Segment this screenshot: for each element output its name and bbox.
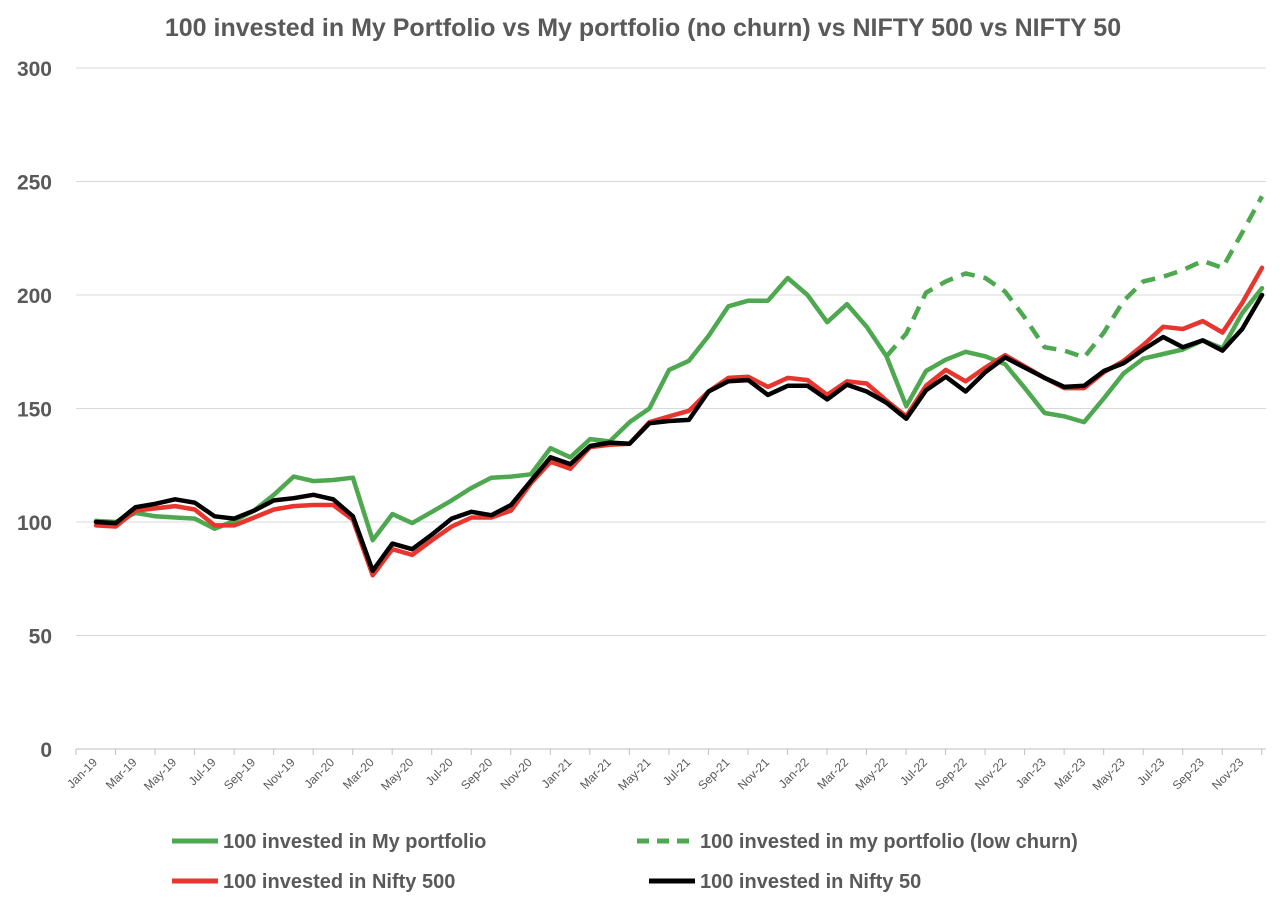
x-tick-label: Sep-20 [458, 755, 495, 792]
x-tick-label: May-21 [615, 755, 653, 793]
x-tick-label: Nov-21 [735, 755, 772, 792]
x-tick-label: Mar-21 [577, 755, 614, 792]
legend-label-low-churn: 100 invested in my portfolio (low churn) [700, 831, 1078, 853]
y-tick-label: 300 [17, 58, 52, 81]
x-tick-label: Jul-22 [897, 755, 930, 788]
x-tick-label: Jan-22 [776, 755, 812, 791]
grid-lines [76, 67, 1266, 750]
x-tick-label: Jan-20 [301, 755, 337, 791]
x-tick-label: Sep-23 [1170, 755, 1207, 792]
legend-item-nifty-500: 100 invested in Nifty 500 [172, 871, 455, 893]
y-tick-label: 50 [29, 626, 52, 649]
x-tick-label: May-19 [141, 755, 179, 793]
legend-label-nifty-50: 100 invested in Nifty 50 [700, 871, 921, 893]
x-tick-label: Mar-20 [340, 755, 377, 792]
x-tick-label: Nov-19 [260, 755, 297, 792]
legend-item-nifty-50: 100 invested in Nifty 50 [649, 871, 921, 893]
x-tick-label: Jan-19 [64, 755, 100, 791]
x-tick-label: Jan-23 [1013, 755, 1049, 791]
series-line-3 [93, 292, 1265, 574]
legend-item-my-portfolio: 100 invested in My portfolio [172, 831, 486, 853]
x-tick-label: Jul-20 [423, 755, 456, 788]
legend-label-nifty-500: 100 invested in Nifty 500 [223, 871, 455, 893]
x-tick-label: May-22 [852, 755, 890, 793]
y-tick-label: 0 [40, 739, 52, 762]
x-tick-label: Mar-23 [1051, 755, 1088, 792]
y-tick-label: 250 [17, 172, 52, 195]
chart-title: 100 invested in My Portfolio vs My portf… [165, 14, 1121, 42]
x-tick-label: Sep-21 [695, 755, 732, 792]
x-tick-label: Mar-22 [814, 755, 851, 792]
legend-label-my-portfolio: 100 invested in My portfolio [223, 831, 486, 853]
x-tick-label: Mar-19 [103, 755, 140, 792]
x-tick-label: Sep-19 [221, 755, 258, 792]
x-tick-label: Jan-21 [539, 755, 575, 791]
x-tick-label: Jul-21 [660, 755, 693, 788]
y-tick-label: 200 [17, 285, 52, 308]
series-lines [93, 195, 1265, 578]
x-tick-label: Nov-22 [972, 755, 1009, 792]
x-tick-label: Jul-23 [1134, 755, 1167, 788]
x-tick-label: Sep-22 [932, 755, 969, 792]
legend: 100 invested in My portfolio 100 investe… [172, 831, 1078, 893]
x-tick-label: Nov-23 [1209, 755, 1246, 792]
y-tick-label: 150 [17, 399, 52, 422]
legend-item-low-churn: 100 invested in my portfolio (low churn) [637, 831, 1078, 853]
y-axis-ticks: 0 50 100 150 200 250 300 [17, 58, 52, 762]
x-tick-label: Jul-19 [186, 755, 219, 788]
x-tick-label: May-20 [378, 755, 416, 793]
series-line-0 [93, 275, 1265, 543]
x-axis: Jan-19 Mar-19 May-19 Jul-19 Sep-19 Nov-19 Jan-… [64, 749, 1263, 793]
y-tick-label: 100 [17, 512, 52, 535]
series-line-1 [884, 195, 1264, 360]
x-tick-label: May-23 [1090, 755, 1128, 793]
x-tick-label: Nov-20 [498, 755, 535, 792]
